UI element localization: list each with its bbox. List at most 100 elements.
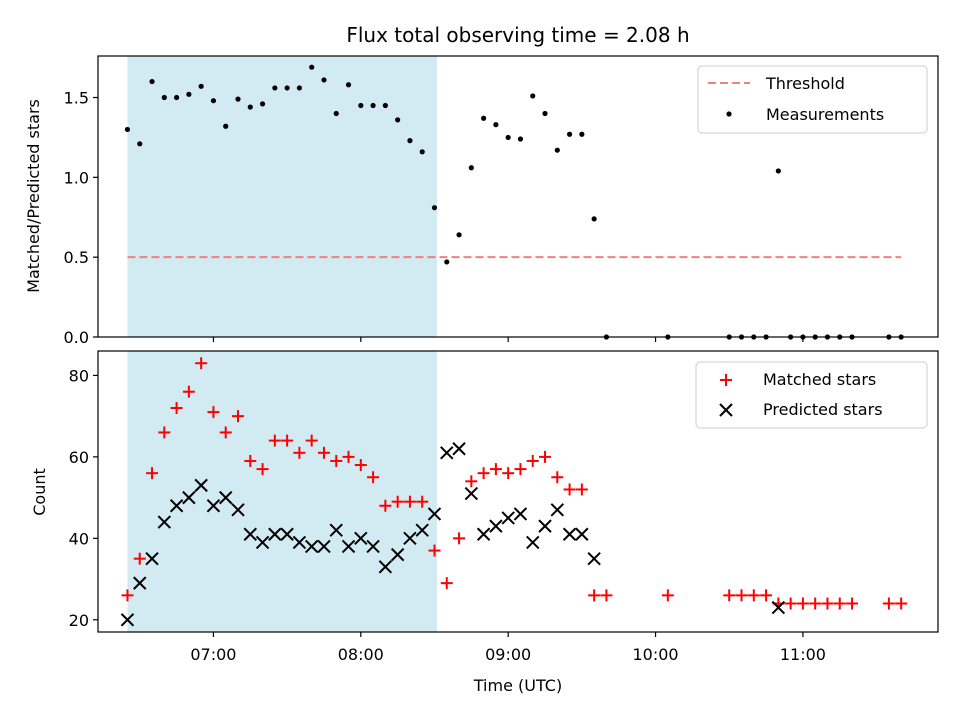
matched-star-point <box>317 446 330 459</box>
measurement-point <box>407 138 413 144</box>
matched-star-point <box>489 463 502 476</box>
matched-star-point <box>170 402 183 415</box>
measurement-point <box>517 136 524 142</box>
predicted-star-point <box>771 600 786 615</box>
measurement-point <box>223 123 229 129</box>
matched-star-point <box>735 589 748 602</box>
predicted-star-point <box>157 515 172 529</box>
matched-star-point <box>207 406 220 419</box>
matched-star-point <box>821 597 834 610</box>
matched-star-point <box>539 450 552 463</box>
legend-measurements-label: Measurements <box>766 105 884 124</box>
matched-star-point <box>121 589 134 602</box>
matched-star-point <box>833 597 846 610</box>
matched-star-point <box>465 475 478 488</box>
measurement-point <box>358 102 364 109</box>
matched-star-point <box>514 463 527 476</box>
matched-star-point <box>846 597 859 610</box>
predicted-star-point <box>243 527 257 541</box>
matched-star-point <box>379 499 392 512</box>
bottom-y-axis: 20 40 60 80 <box>69 366 98 630</box>
top-x-ticks <box>212 337 804 342</box>
top-panel: 0.0 0.5 1.0 1.5 Flux total observing time =… <box>24 23 939 347</box>
measurement-point <box>419 149 425 155</box>
matched-star-point <box>133 552 146 565</box>
measurement-point <box>468 165 474 171</box>
predicted-star-point <box>440 446 454 460</box>
matched-star-point <box>256 463 269 476</box>
predicted-star-point <box>292 535 307 550</box>
bottom-plot-frame <box>97 350 939 633</box>
matched-star-point <box>428 544 441 557</box>
bottom-count-points <box>120 357 908 627</box>
measurement-point <box>481 115 487 121</box>
matched-star-point <box>219 426 232 439</box>
y-tick-label: 1.0 <box>64 168 89 187</box>
matched-star-point <box>182 385 195 398</box>
measurement-point <box>173 94 180 101</box>
y-tick-label: 20 <box>69 611 89 630</box>
matched-star-point <box>477 467 490 480</box>
matched-star-point <box>268 434 281 447</box>
measurement-point <box>493 122 499 128</box>
measurement-point <box>259 101 266 107</box>
predicted-star-point <box>341 539 356 554</box>
bottom-legend-box <box>695 361 928 429</box>
predicted-star-point <box>550 503 565 517</box>
predicted-star-point <box>280 527 294 541</box>
predicted-star-point <box>587 551 601 566</box>
predicted-star-point <box>476 527 491 541</box>
bottom-y-axis-label: Count <box>30 468 49 516</box>
predicted-star-point <box>145 551 159 566</box>
bottom-x-axis: 07:00 08:00 09:00 10:00 11:00 <box>190 632 826 664</box>
matched-star-point <box>403 495 416 508</box>
measurement-point <box>198 83 204 89</box>
predicted-star-point <box>390 547 405 562</box>
measurement-point <box>235 96 241 102</box>
measurement-point <box>431 205 438 211</box>
predicted-star-point <box>575 527 589 541</box>
predicted-star-point <box>562 527 577 541</box>
top-y-axis: 0.0 0.5 1.0 1.5 <box>64 89 98 347</box>
top-legend-box <box>697 65 928 134</box>
measurement-point <box>124 126 131 133</box>
matched-star-point <box>600 589 613 602</box>
matched-star-point <box>760 589 773 602</box>
matched-star-point <box>895 597 908 610</box>
predicted-star-point <box>489 519 503 533</box>
top-measurement-points <box>124 64 904 340</box>
matched-star-point <box>796 597 809 610</box>
matched-star-point <box>244 454 257 467</box>
predicted-star-point <box>206 499 221 513</box>
predicted-star-point <box>169 499 184 513</box>
matched-star-point <box>354 459 367 472</box>
measurement-point <box>247 104 253 110</box>
bottom-legend: Matched stars Predicted stars <box>695 361 928 429</box>
matched-star-point <box>195 357 208 370</box>
predicted-star-point <box>255 535 270 550</box>
chart-title: Flux total observing time = 2.08 h <box>346 23 689 47</box>
matched-star-point <box>747 589 760 602</box>
y-tick-label: 40 <box>69 529 89 548</box>
predicted-star-point <box>120 613 135 627</box>
measurement-point <box>591 216 597 222</box>
matched-star-point <box>784 597 797 610</box>
matched-star-point <box>342 450 355 463</box>
bottom-shaded-region <box>127 351 437 632</box>
legend-matched-label: Matched stars <box>763 370 876 389</box>
matched-star-point <box>575 483 588 496</box>
measurement-point <box>566 131 573 137</box>
measurement-point <box>579 131 585 137</box>
matched-star-point <box>809 597 822 610</box>
predicted-star-point <box>182 490 196 505</box>
y-tick-label: 1.5 <box>64 89 89 108</box>
top-plot-frame <box>97 55 939 338</box>
predicted-star-point <box>378 560 393 574</box>
measurement-point <box>161 94 167 101</box>
bottom-panel: 20 40 60 80 07:00 08:00 09:00 10:00 11:00 Count… <box>30 350 939 695</box>
predicted-star-point <box>268 527 282 541</box>
measurement-point <box>137 141 143 147</box>
legend-threshold-label: Threshold <box>765 74 845 93</box>
y-tick-label: 0.5 <box>64 248 89 267</box>
